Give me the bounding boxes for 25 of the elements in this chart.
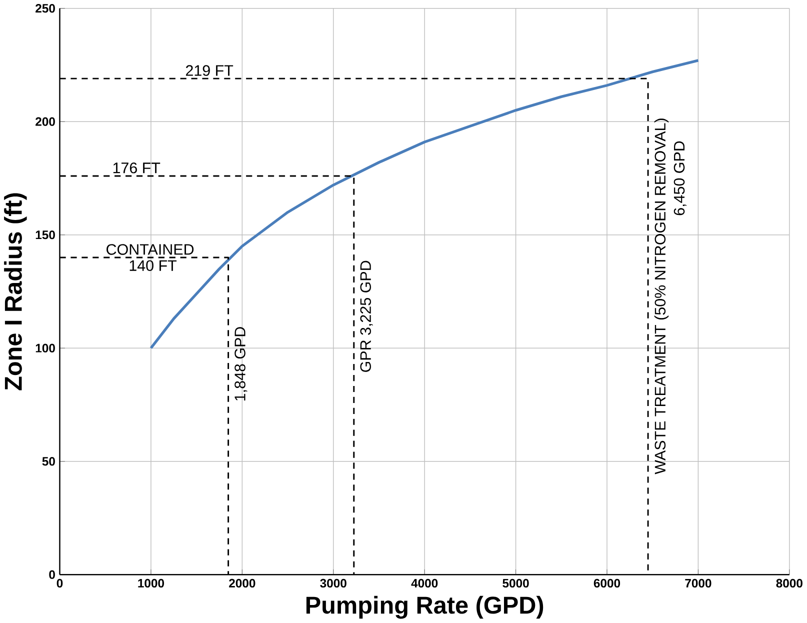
annotation: 140 FT — [130, 260, 177, 272]
annotation: CONTAINED — [106, 244, 194, 255]
y-tick-label: 50 — [42, 457, 55, 466]
y-tick-label: 200 — [36, 117, 55, 126]
x-tick-label: 8000 — [776, 579, 802, 588]
x-tick-label: 7000 — [685, 579, 712, 588]
annotation: 1,848 GPD — [234, 327, 248, 401]
x-tick-label: 1000 — [138, 579, 164, 588]
x-tick-label: 0 — [56, 579, 63, 588]
y-tick-label: 0 — [49, 570, 55, 580]
x-tick-label: 4000 — [411, 579, 438, 588]
x-axis-title: Pumping Rate (GPD) — [306, 596, 544, 619]
x-tick-label: 3000 — [320, 579, 346, 588]
y-tick-label: 100 — [36, 344, 55, 353]
annotation: WASTE TREATMENT (50% NITROGEN REMOVAL) — [654, 118, 669, 474]
x-tick-label: 2000 — [229, 579, 256, 588]
annotation: 176 FT — [113, 162, 160, 174]
x-tick-label: 5000 — [502, 579, 529, 588]
annotation: 6,450 GPD — [674, 141, 686, 216]
y-axis-title: Zone I Radius (ft) — [4, 193, 27, 390]
annotation: 219 FT — [186, 65, 234, 76]
annotation: GPR 3,225 GPD — [360, 261, 373, 372]
x-tick-label: 6000 — [594, 579, 620, 588]
y-tick-label: 150 — [36, 230, 55, 240]
y-tick-label: 250 — [36, 4, 55, 13]
